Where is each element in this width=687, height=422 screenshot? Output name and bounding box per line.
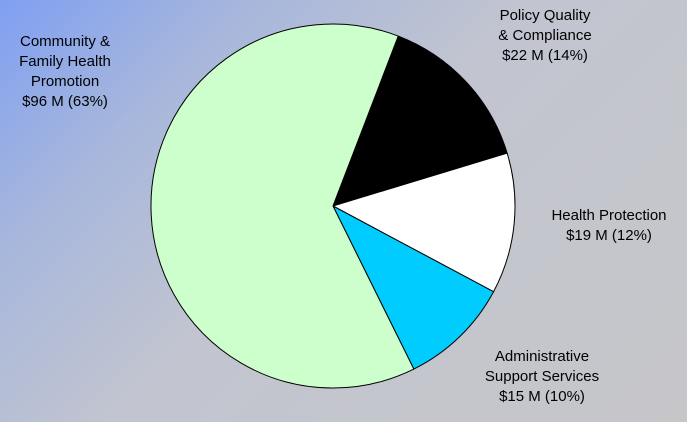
pie-slice-2 [331,204,495,370]
slice-label-administrative-support: Administrative Support Services $15 M (1… [484,348,600,405]
pie-slice-0 [332,35,508,207]
pie-slice-1 [331,152,516,293]
pie-slice-3 [150,23,415,389]
slice-label-health-protection: Health Protection $19 M (12%) [551,207,667,244]
slice-label-community-family-health: Community & Family Health Promotion $96 … [19,33,111,110]
slice-label-policy-quality: Policy Quality & Compliance $22 M (14%) [498,7,592,64]
